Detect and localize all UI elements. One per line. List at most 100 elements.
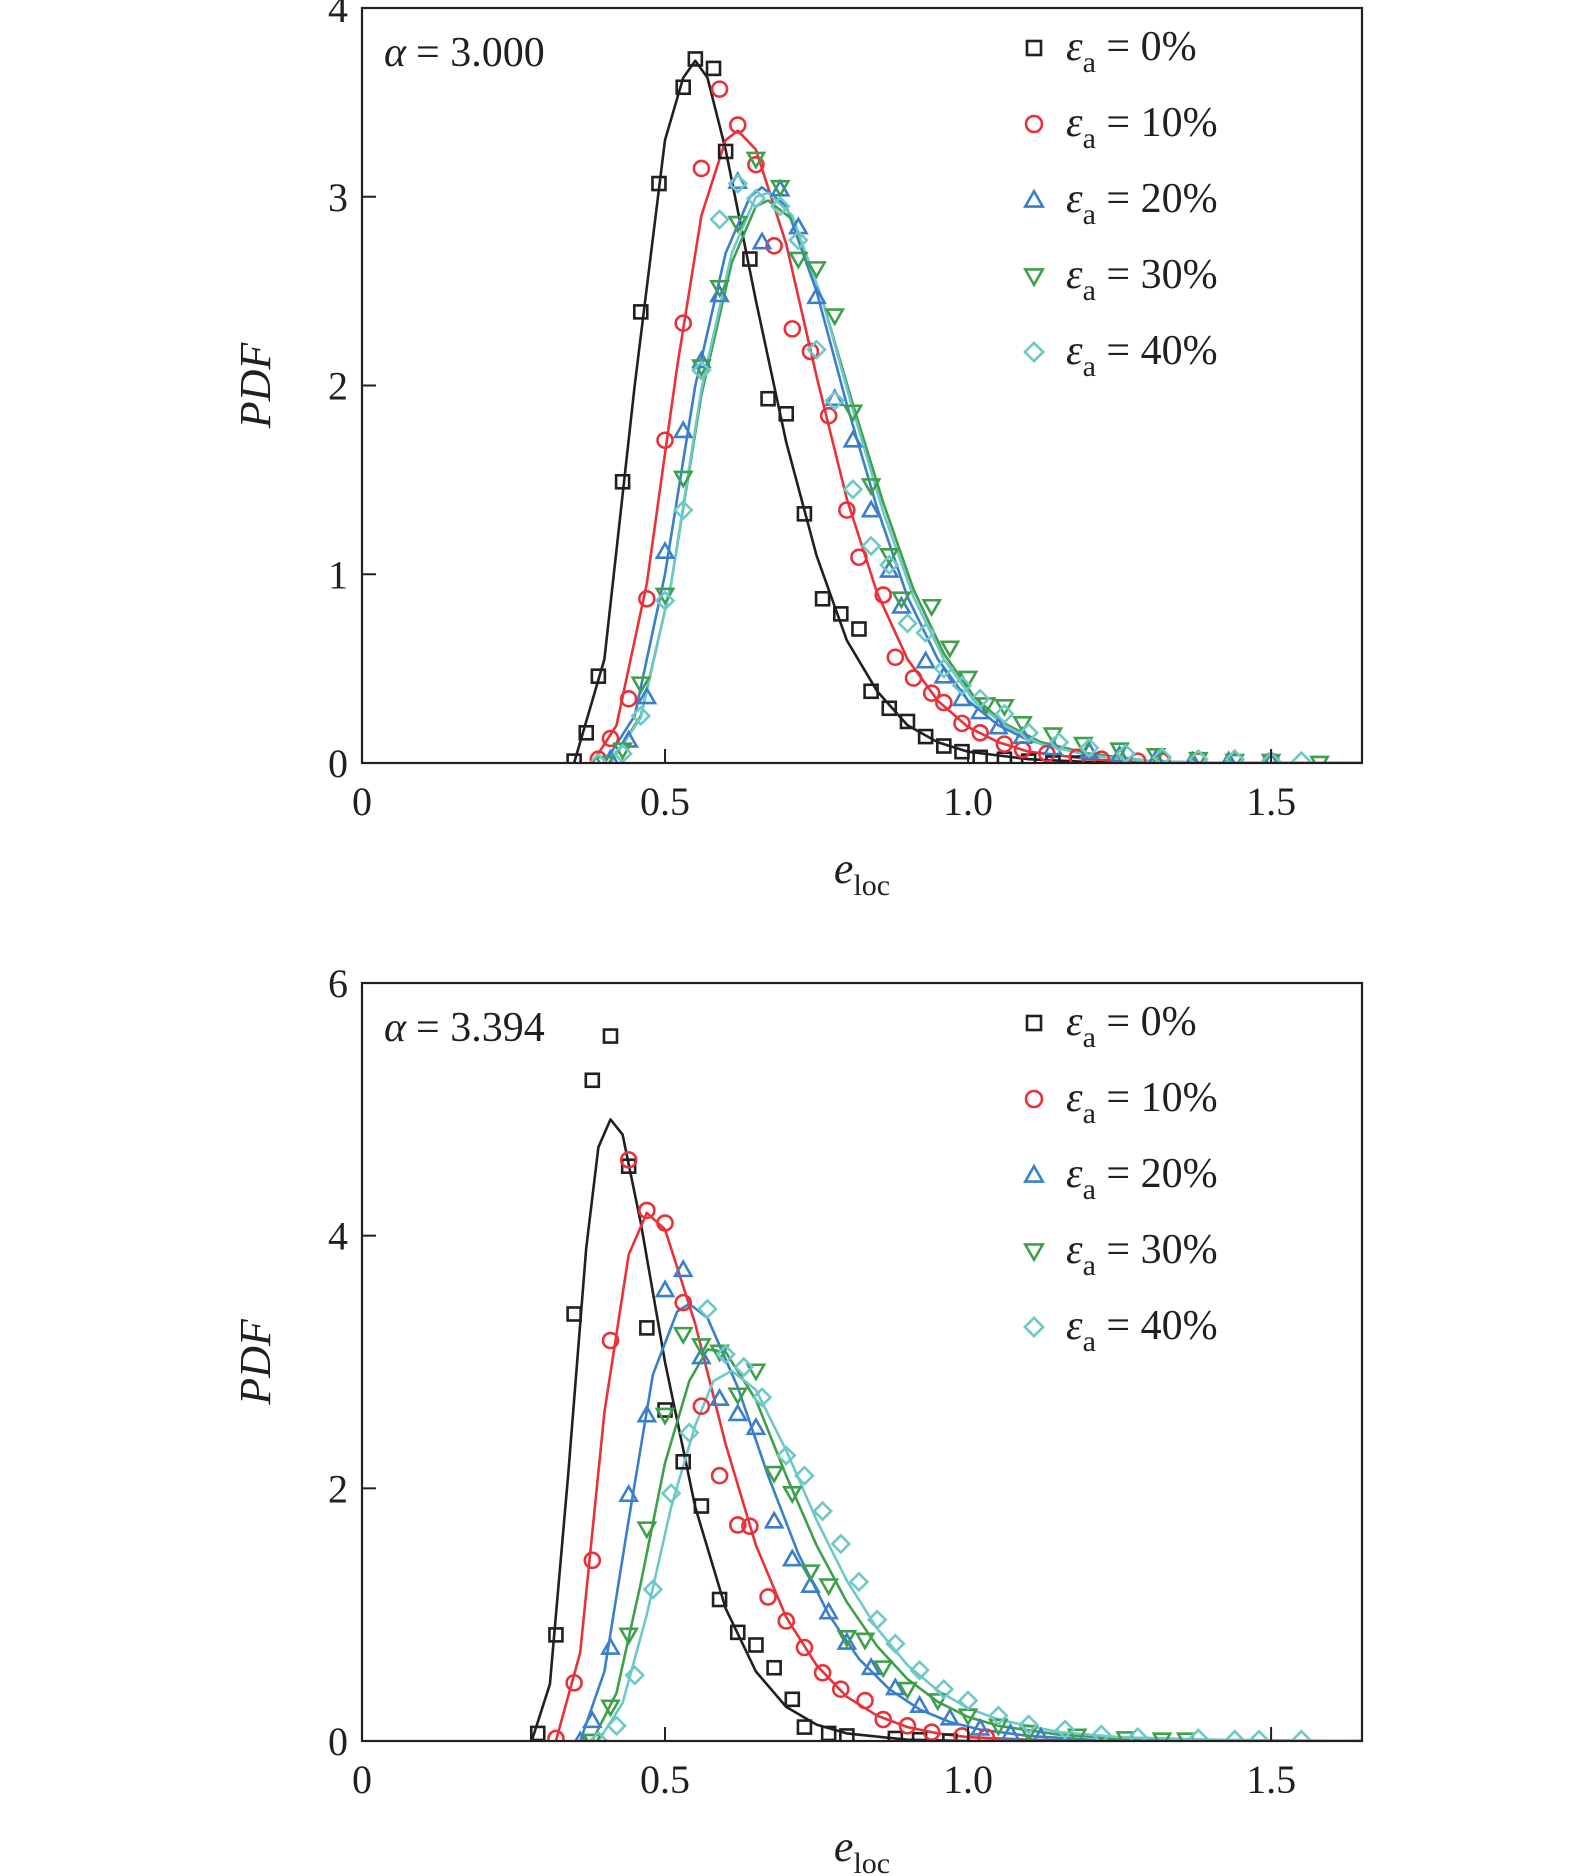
data-point xyxy=(1072,736,1094,755)
data-point xyxy=(832,606,849,622)
data-point xyxy=(953,1727,971,1741)
data-point xyxy=(933,665,955,684)
data-point xyxy=(842,429,864,448)
series-40%-markers xyxy=(588,1298,1312,1741)
alpha-annotation: α = 3.000 xyxy=(384,30,545,76)
data-point xyxy=(917,728,934,745)
data-point xyxy=(1151,747,1173,763)
data-point xyxy=(1018,1724,1040,1741)
x-tick-label: 1.0 xyxy=(943,779,993,824)
data-point xyxy=(951,688,973,707)
data-point xyxy=(674,1293,693,1312)
data-point xyxy=(672,470,694,489)
data-point xyxy=(691,360,712,381)
data-point xyxy=(636,1404,658,1423)
data-point xyxy=(709,1344,730,1363)
data-point xyxy=(547,1729,565,1741)
data-point xyxy=(881,700,898,717)
data-point xyxy=(632,304,649,320)
series-0%-markers xyxy=(529,1028,958,1741)
data-point xyxy=(854,1632,876,1651)
data-point xyxy=(814,590,831,607)
data-point xyxy=(987,1718,1009,1737)
data-point xyxy=(590,668,607,684)
legend-label: εa = 20% xyxy=(1066,176,1218,231)
data-point xyxy=(759,1588,777,1606)
data-point xyxy=(842,404,864,423)
legend-label: εa = 0% xyxy=(1066,24,1197,79)
data-point xyxy=(1291,1729,1312,1741)
data-point xyxy=(751,231,773,250)
legend-item-30%: εa = 30% xyxy=(1023,252,1218,307)
y-axis-label: PDF xyxy=(231,1318,280,1406)
fit-curve-30% xyxy=(591,1348,1362,1741)
data-point xyxy=(710,80,729,98)
data-point xyxy=(602,748,619,763)
y-tick-label: 3 xyxy=(328,175,348,220)
legend-marker xyxy=(1023,1163,1045,1183)
data-point xyxy=(566,1306,582,1322)
legend-label: εa = 30% xyxy=(1066,1227,1218,1282)
fit-curve-20% xyxy=(603,186,1362,763)
legend-item-20%: εa = 20% xyxy=(1023,176,1218,231)
data-point xyxy=(794,1465,815,1486)
data-point xyxy=(606,1715,627,1737)
legend: εa = 0% εa = 10% εa = 20% εa = 30% εa = 40% xyxy=(1023,24,1218,383)
fit-curve-10% xyxy=(554,1211,1362,1741)
data-point xyxy=(624,1665,646,1686)
data-point xyxy=(583,1551,602,1570)
data-point xyxy=(636,1521,658,1540)
y-tick-label: 0 xyxy=(328,741,348,786)
data-point xyxy=(796,1719,813,1735)
data-point xyxy=(1127,1726,1149,1741)
legend-marker xyxy=(1025,1014,1043,1032)
legend-marker xyxy=(1023,1243,1045,1263)
data-point xyxy=(800,1574,821,1594)
tick-marks xyxy=(361,982,1273,1742)
data-point xyxy=(654,1407,676,1426)
data-point xyxy=(769,179,791,199)
data-point xyxy=(1054,1719,1076,1740)
data-point xyxy=(915,622,936,644)
data-point xyxy=(1221,750,1236,763)
data-point xyxy=(878,547,900,567)
data-point xyxy=(830,1533,852,1555)
series-40%-markers xyxy=(588,173,1312,763)
data-point xyxy=(987,716,1009,735)
data-point xyxy=(588,1730,609,1741)
data-point xyxy=(885,1633,906,1655)
fit-curve-10% xyxy=(591,129,1362,763)
data-point xyxy=(915,650,937,669)
data-point xyxy=(548,1627,564,1643)
data-point xyxy=(745,1416,767,1436)
plot-frame xyxy=(360,981,1364,1743)
data-point xyxy=(705,60,722,77)
data-point xyxy=(747,155,765,174)
x-tick-label: 0 xyxy=(352,779,372,824)
legend-label: εa = 10% xyxy=(1066,1075,1218,1130)
series-10%-markers xyxy=(547,1151,996,1741)
y-axis-label: PDF xyxy=(231,342,280,430)
data-point xyxy=(783,320,802,338)
data-point xyxy=(614,473,631,490)
legend-item-10%: εa = 10% xyxy=(1024,1075,1218,1130)
fit-curve-30% xyxy=(609,199,1362,763)
data-point xyxy=(921,598,943,618)
legend-label: εa = 40% xyxy=(1066,1303,1218,1358)
data-point xyxy=(692,1397,711,1416)
data-point xyxy=(1224,748,1246,763)
data-point xyxy=(672,420,694,439)
data-point xyxy=(728,116,747,134)
data-point xyxy=(1069,755,1085,763)
data-point xyxy=(1128,752,1147,763)
data-point xyxy=(898,1717,917,1735)
data-point xyxy=(995,735,1014,753)
data-point xyxy=(860,1656,882,1676)
data-point xyxy=(806,286,827,305)
data-point xyxy=(630,676,652,695)
data-point xyxy=(778,406,795,422)
data-point xyxy=(891,595,912,614)
data-point xyxy=(654,540,676,559)
y-tick-label: 1 xyxy=(328,552,348,597)
